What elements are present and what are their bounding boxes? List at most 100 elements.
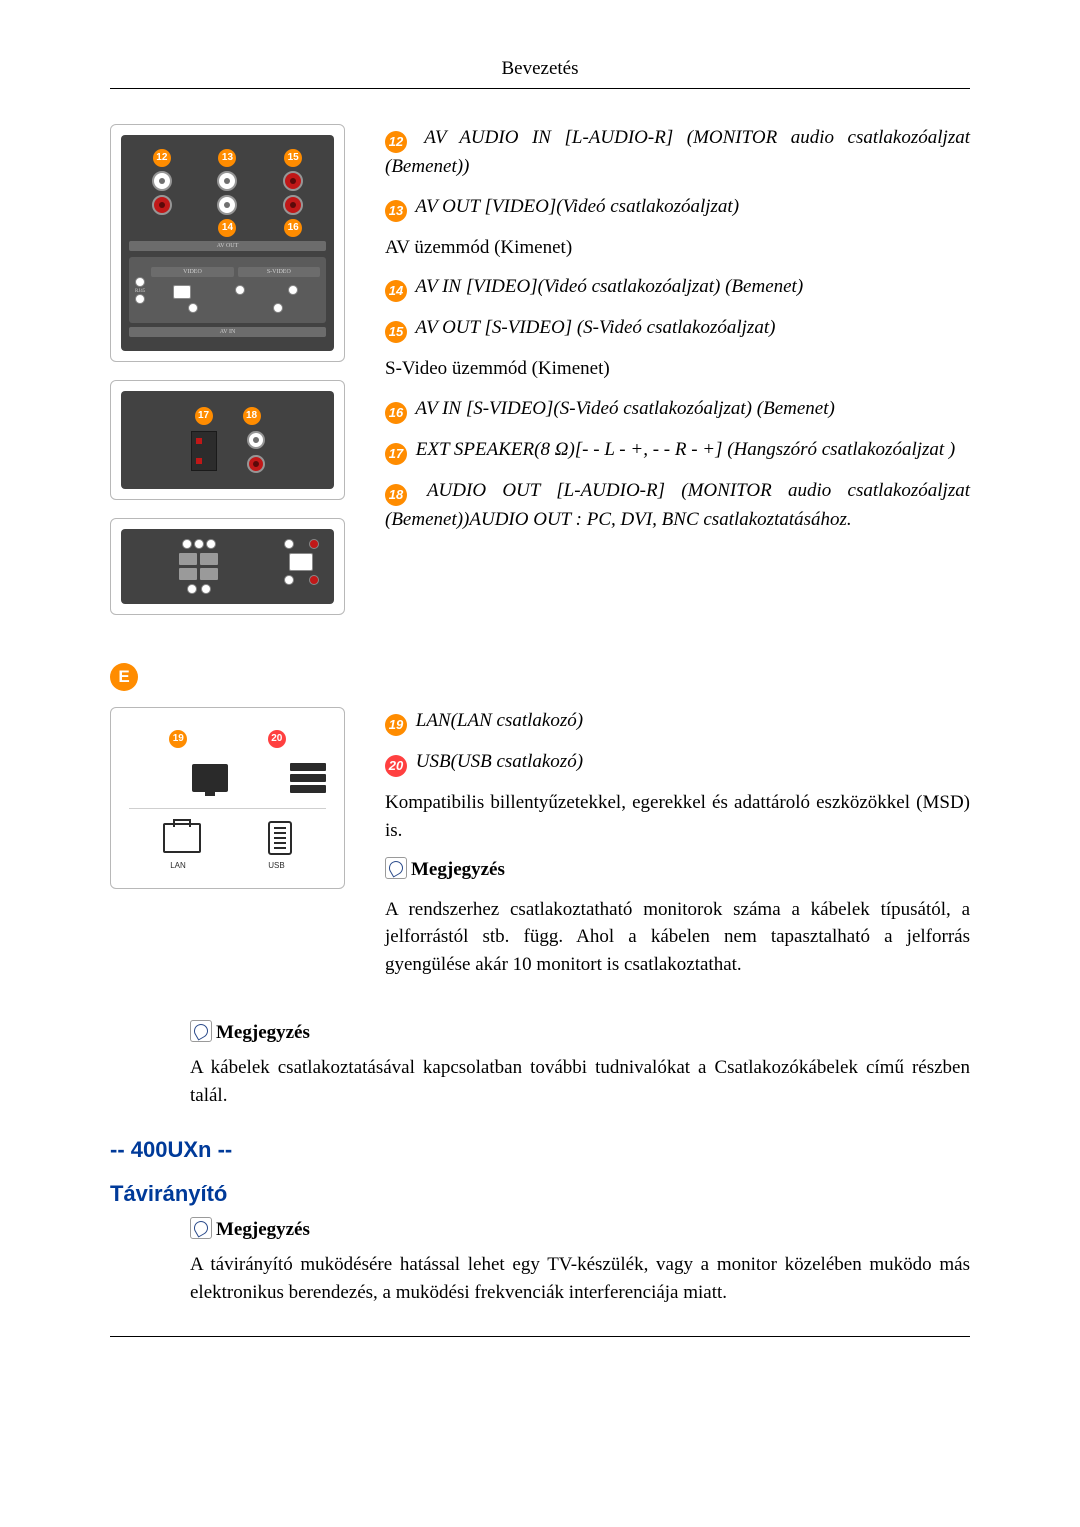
dsub-port-icon — [200, 553, 218, 565]
note-3-text: A távirányító muködésére hatással lehet … — [190, 1251, 970, 1306]
port-dot-icon — [187, 584, 197, 594]
callout-19-body: LAN(LAN csatlakozó) — [411, 710, 583, 731]
port-dot-icon — [194, 539, 204, 549]
callout-19-badge: 19 — [169, 730, 187, 748]
remote-heading: Távirányító — [110, 1181, 970, 1207]
lanusb-inner: 19 20 — [121, 718, 334, 878]
callout-text-column: 12 AV AUDIO IN [L-AUDIO-R] (MONITOR audi… — [385, 124, 970, 633]
callout-15-text: 15 AV OUT [S-VIDEO] (S-Videó csatlakozóa… — [385, 314, 970, 343]
badge-20: 20 — [385, 755, 407, 777]
callout-15-body: AV OUT [S-VIDEO] (S-Videó csatlakozóaljz… — [411, 317, 775, 338]
note-icon — [190, 1217, 212, 1239]
callout-14-body: AV IN [VIDEO](Videó csatlakozóaljzat) (B… — [411, 276, 803, 297]
section-callouts-19-20: 19 20 — [110, 707, 970, 990]
usb-label: USB — [268, 861, 284, 870]
callout-16-badge: 16 — [284, 219, 302, 237]
note-1-text: A rendszerhez csatlakoztatható monitorok… — [385, 896, 970, 979]
audio-out-jack-red-icon — [247, 455, 265, 473]
port-dot-icon — [135, 277, 145, 287]
speaker-row — [129, 431, 326, 473]
av-out-strip: AV OUT — [129, 241, 326, 251]
note-icon — [190, 1020, 212, 1042]
usb-outline-icon — [268, 821, 292, 855]
port-dot-icon — [188, 303, 198, 313]
note-label-1: Megjegyzés — [411, 859, 505, 880]
lanusb-ports-top — [129, 754, 326, 802]
header-rule — [110, 88, 970, 89]
port-dot-red-icon — [309, 539, 319, 549]
callout-13-body: AV OUT [VIDEO](Videó csatlakozóaljzat) — [411, 196, 739, 217]
section-letter-badge: E — [110, 663, 138, 691]
lanusb-callouts: 19 20 — [129, 726, 326, 754]
callout-14-text: 14 AV IN [VIDEO](Videó csatlakozóaljzat)… — [385, 273, 970, 302]
page-root: Bevezetés 12 13 15 — [0, 0, 1080, 1387]
dsub-port-icon — [179, 568, 197, 580]
port-dot-icon — [135, 294, 145, 304]
port-dot-red-icon — [309, 575, 319, 585]
svideo-jack-icon — [283, 171, 303, 191]
note-icon — [385, 857, 407, 879]
port-dot-icon — [273, 303, 283, 313]
rj45-label: RJ45 — [135, 289, 145, 294]
divider — [129, 808, 326, 809]
callout-17-body: EXT SPEAKER(8 Ω)[- - L - +, - - R - +] (… — [411, 439, 955, 460]
callout-13-text: 13 AV OUT [VIDEO](Videó csatlakozóaljzat… — [385, 193, 970, 222]
audio-out-jack-icon — [247, 431, 265, 449]
callout-20-body: USB(USB csatlakozó) — [411, 751, 583, 772]
rj45-port-icon — [173, 285, 191, 299]
usb-slot-icon — [290, 763, 326, 771]
port-dot-icon — [288, 285, 298, 295]
diagram-panel-2-inner: 17 18 — [121, 391, 334, 489]
jack-row-1 — [129, 171, 326, 191]
port-row-a — [151, 285, 320, 299]
port-dot-icon — [182, 539, 192, 549]
av-in-strip: AV IN — [129, 327, 326, 337]
callout-15-badge: 15 — [284, 149, 302, 167]
port-row-b — [151, 303, 320, 313]
video-jack-icon — [217, 171, 237, 191]
lanusb-labels: LAN USB — [129, 861, 326, 870]
video-sublabel: VIDEO — [151, 267, 233, 277]
diagram-panel-1-inner: 12 13 15 — [121, 135, 334, 351]
av-out-ports: RJ45 VIDEO S-VIDEO — [129, 257, 326, 323]
lan-port-icon — [192, 764, 228, 792]
callout-18-text: 18 AUDIO OUT [L-AUDIO-R] (MONITOR audio … — [385, 477, 970, 534]
svideo-sublabel: S-VIDEO — [238, 267, 320, 277]
callout-19-text: 19 LAN(LAN csatlakozó) — [385, 707, 970, 736]
callout-20-badge: 20 — [268, 730, 286, 748]
badge-15: 15 — [385, 321, 407, 343]
port-dot-icon — [206, 539, 216, 549]
port-dot-icon — [235, 285, 245, 295]
callout-12-body: AV AUDIO IN [L-AUDIO-R] (MONITOR audio c… — [385, 127, 970, 177]
audio-jack-icon — [152, 171, 172, 191]
badge-12: 12 — [385, 131, 407, 153]
diagram-panel-3 — [110, 518, 345, 615]
section-callouts-12-18: 12 13 15 — [110, 124, 970, 633]
callout-18-badge: 18 — [243, 407, 261, 425]
callout-12-text: 12 AV AUDIO IN [L-AUDIO-R] (MONITOR audi… — [385, 124, 970, 181]
callout-13-badge: 13 — [218, 149, 236, 167]
rj45-block: RJ45 — [135, 277, 145, 304]
callout-13-sub: AV üzemmód (Kimenet) — [385, 234, 970, 262]
usb-slot-icon — [290, 785, 326, 793]
bottom-note-section: Megjegyzés A kábelek csatlakoztatásával … — [110, 1020, 970, 1109]
svideo-jack-2-icon — [283, 195, 303, 215]
model-heading: -- 400UXn -- — [110, 1137, 970, 1163]
port-dot-icon — [284, 539, 294, 549]
callout-16-text: 16 AV IN [S-VIDEO](S-Videó csatlakozóalj… — [385, 395, 970, 424]
lan-outline-icon — [163, 823, 201, 853]
rj45-port-icon — [289, 553, 313, 571]
badge-17: 17 — [385, 443, 407, 465]
note-label-2: Megjegyzés — [216, 1022, 310, 1043]
usb-ports-stack — [290, 760, 326, 796]
lanusb-ports-bottom — [129, 815, 326, 861]
callout-row-top: 12 13 15 — [129, 149, 326, 167]
video-jack-2-icon — [217, 195, 237, 215]
usb-slot-icon — [290, 774, 326, 782]
callout-16-body: AV IN [S-VIDEO](S-Videó csatlakozóaljzat… — [411, 398, 835, 419]
callout-12-badge: 12 — [153, 149, 171, 167]
callout-18-body: AUDIO OUT [L-AUDIO-R] (MONITOR audio csa… — [385, 480, 970, 530]
section-e: E — [110, 663, 970, 691]
callout-17-badge: 17 — [195, 407, 213, 425]
callout-14-badge: 14 — [218, 219, 236, 237]
